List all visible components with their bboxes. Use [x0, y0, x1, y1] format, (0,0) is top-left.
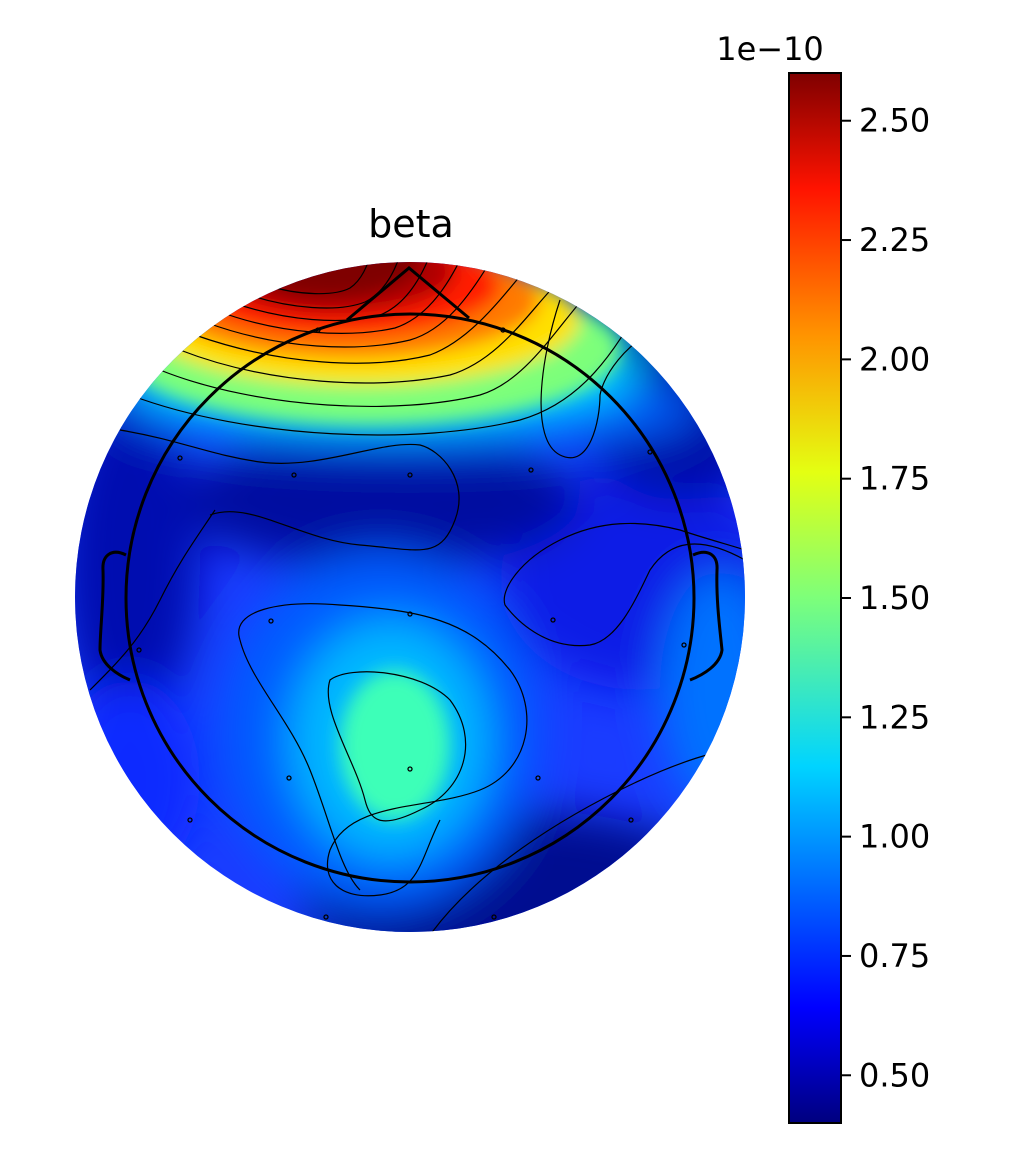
colorbar-tick-label: 2.50: [859, 102, 930, 140]
topomap-field: [75, 262, 745, 932]
left-ear: [98, 550, 131, 682]
colorbar-tick-label: 2.25: [859, 221, 930, 259]
head-outline: [98, 266, 724, 884]
colorbar-tick-label: 2.00: [859, 340, 930, 378]
colorbar-tick-label: 0.75: [859, 937, 930, 975]
sensor-markers: [136, 327, 687, 920]
nose: [346, 266, 470, 322]
right-ear: [689, 550, 724, 682]
colorbar: 1e−10 0.50 0.75 1.00 1.25 1.50 1.75 2.00 2.25 2.…: [716, 30, 930, 1124]
colorbar-tick-label: 0.50: [859, 1056, 930, 1094]
colorbar-gradient: [788, 72, 842, 1124]
chart-title: beta: [368, 202, 454, 246]
colorbar-exponent-label: 1e−10: [716, 30, 824, 68]
colorbar-tick-label: 1.75: [859, 460, 930, 498]
colorbar-tick-label: 1.25: [859, 698, 930, 736]
colorbar-tick-label: 1.50: [859, 579, 930, 617]
colorbar-ticks: 0.50 0.75 1.00 1.25 1.50 1.75 2.00 2.25 2.50: [841, 102, 930, 1094]
colorbar-tick-label: 1.00: [859, 818, 930, 856]
contour-lines: [89, 262, 745, 932]
